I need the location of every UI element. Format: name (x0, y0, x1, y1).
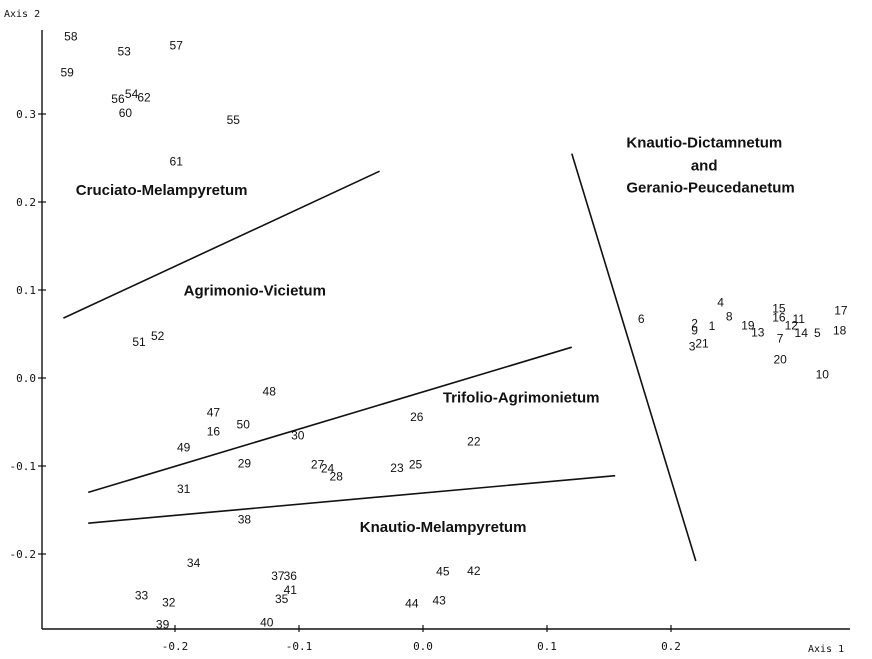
community-label: and (691, 157, 718, 174)
data-point: 2 (691, 316, 698, 330)
data-point: 61 (170, 155, 184, 169)
data-point: 27 (311, 457, 325, 471)
data-point: 20 (773, 353, 787, 367)
data-point: 42 (467, 564, 481, 578)
community-label: Knautio-Dictamnetum (626, 134, 782, 151)
data-point: 59 (60, 66, 74, 80)
data-point: 50 (237, 418, 251, 432)
community-label: Trifolio-Agrimonietum (443, 390, 600, 407)
data-point: 16 (207, 425, 221, 439)
x-tick-label: 0.0 (413, 640, 433, 653)
ticks: -0.2 -0.1 0.0 0.1 0.2 0.3 0.2 0.1 0.0 -0.1 -0.2 (10, 108, 681, 653)
data-point: 30 (291, 428, 305, 442)
data-point: 55 (227, 113, 241, 127)
data-point: 23 (390, 461, 404, 475)
boundary-line (87, 346, 573, 494)
data-point: 56 (111, 92, 125, 106)
community-label: Agrimonio-Vicietum (184, 282, 326, 299)
data-point: 9 (691, 324, 698, 338)
data-point: 36 (284, 569, 298, 583)
y-tick-label: 0.0 (16, 372, 36, 385)
data-point: 7 (777, 331, 784, 345)
data-point: 22 (467, 434, 481, 448)
x-tick-label: -0.1 (286, 640, 313, 653)
x-axis-title: Axis 1 (808, 644, 844, 655)
data-point: 38 (238, 513, 252, 527)
data-point: 41 (284, 583, 298, 597)
boundary-lines (63, 153, 697, 562)
data-point: 49 (177, 441, 191, 455)
y-tick-label: -0.1 (10, 460, 37, 473)
data-point: 8 (726, 309, 733, 323)
data-point: 12 (785, 318, 799, 332)
y-tick-label: 0.2 (16, 196, 36, 209)
data-point: 34 (187, 556, 201, 570)
data-point: 6 (638, 312, 645, 326)
data-point: 26 (410, 410, 424, 424)
data-point: 48 (263, 384, 277, 398)
boundary-line (63, 170, 380, 319)
community-label: Cruciato-Melampyretum (76, 182, 248, 199)
data-point: 17 (834, 303, 848, 317)
data-point: 57 (170, 38, 184, 52)
axes: Axis 2 Axis 1 (4, 9, 850, 655)
data-point: 53 (117, 45, 131, 59)
data-point: 58 (64, 30, 78, 44)
boundary-line (88, 474, 616, 524)
data-point: 54 (125, 87, 139, 101)
y-tick-label: 0.3 (16, 108, 36, 121)
data-point: 10 (816, 368, 830, 382)
x-tick-label: -0.2 (162, 640, 189, 653)
data-point: 51 (132, 335, 146, 349)
data-point: 29 (238, 456, 252, 470)
y-tick-label: 0.1 (16, 284, 36, 297)
data-point: 35 (275, 592, 289, 606)
boundary-line (571, 153, 697, 562)
data-point: 5 (814, 326, 821, 340)
data-point: 31 (177, 482, 191, 496)
data-point: 33 (135, 588, 149, 602)
data-point: 14 (795, 326, 809, 340)
data-point: 19 (741, 318, 755, 332)
data-point: 43 (432, 594, 446, 608)
data-point: 47 (207, 405, 221, 419)
data-point: 60 (119, 106, 133, 120)
community-label: Knautio-Melampyretum (360, 519, 527, 536)
data-point: 62 (137, 90, 151, 104)
data-point: 45 (436, 565, 450, 579)
x-tick-label: 0.1 (537, 640, 557, 653)
data-point: 15 (772, 302, 786, 316)
data-point: 11 (792, 312, 805, 326)
data-point: 21 (695, 337, 709, 351)
data-point: 32 (162, 595, 176, 609)
y-axis-title: Axis 2 (4, 9, 40, 20)
data-point: 39 (156, 617, 170, 631)
data-point: 25 (409, 457, 423, 471)
data-point: 18 (833, 324, 847, 338)
data-point: 44 (405, 596, 419, 610)
community-labels: Cruciato-Melampyretum Agrimonio-Vicietum T… (76, 134, 795, 536)
data-point: 13 (751, 325, 765, 339)
data-point: 16 (772, 310, 786, 324)
data-point: 3 (689, 339, 696, 353)
y-tick-label: -0.2 (10, 548, 37, 561)
data-point: 52 (151, 329, 165, 343)
data-point: 4 (717, 295, 724, 309)
data-point: 37 (271, 569, 285, 583)
data-point: 28 (330, 470, 344, 484)
x-tick-label: 0.2 (661, 640, 681, 653)
community-label: Geranio-Peucedanetum (626, 179, 794, 196)
data-point: 24 (321, 462, 335, 476)
data-point: 1 (709, 319, 716, 333)
data-point: 40 (260, 616, 274, 630)
